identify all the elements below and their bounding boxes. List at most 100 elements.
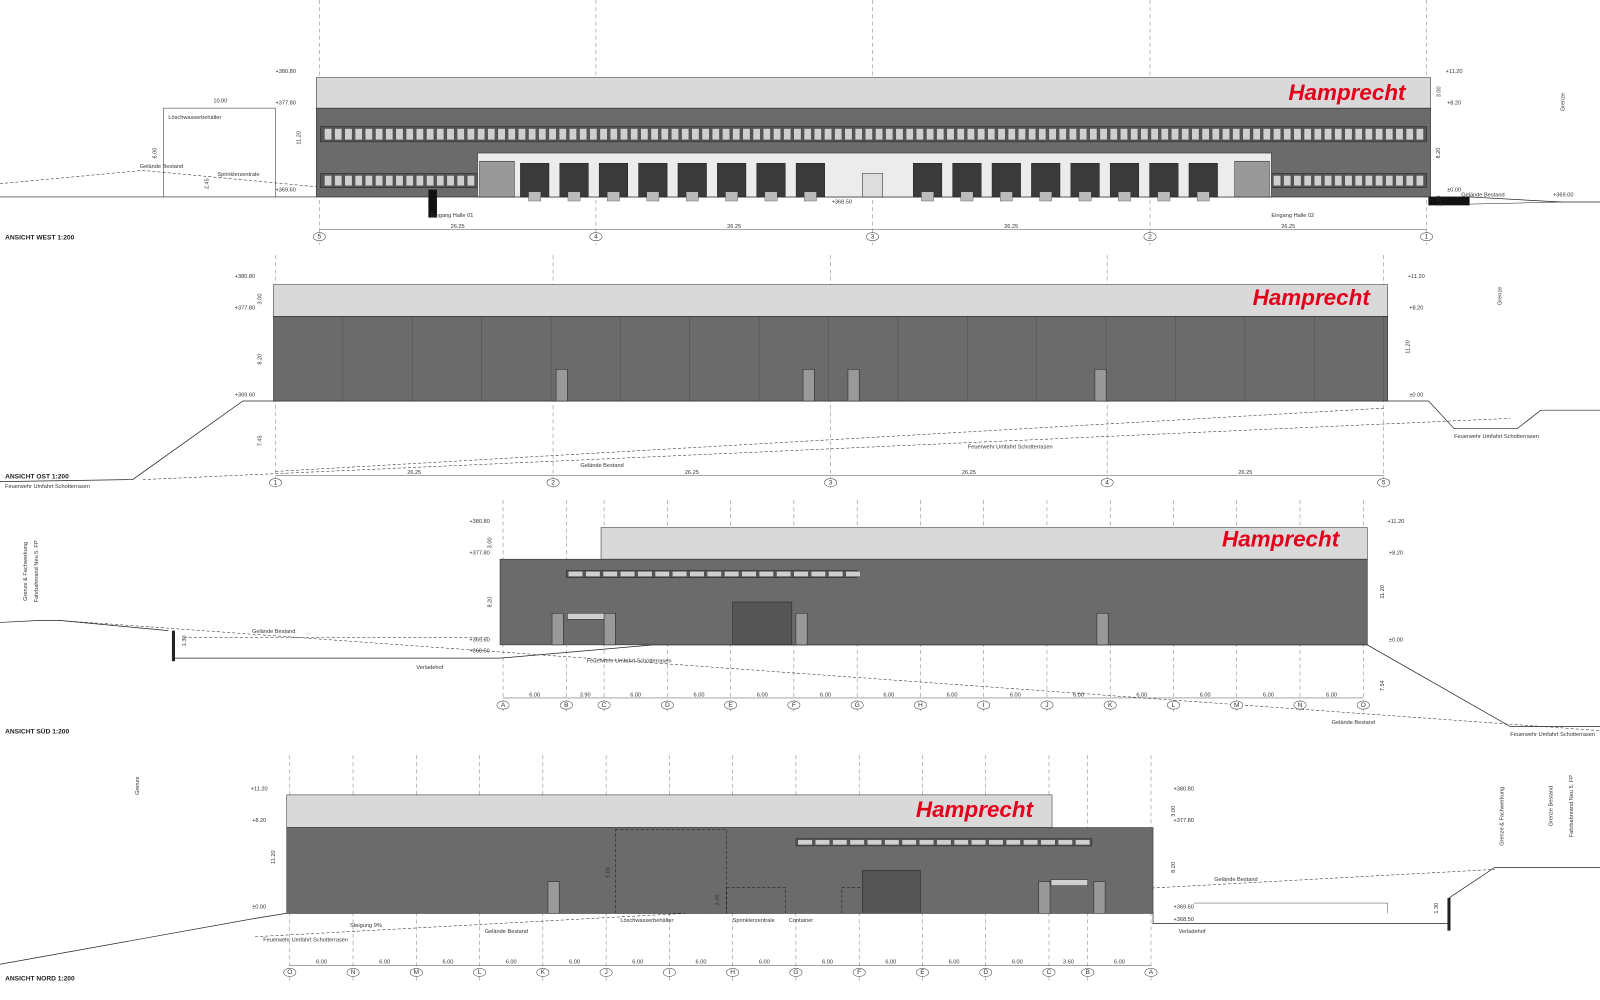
window	[365, 128, 373, 140]
axis-label: G	[855, 702, 860, 709]
axis-bubble	[850, 700, 864, 710]
window	[1416, 175, 1424, 186]
window	[1181, 128, 1189, 140]
window	[324, 128, 332, 140]
annotation: Gelände Bestand	[252, 629, 295, 635]
annotation: Gelände Bestand	[140, 164, 183, 170]
annotation: Fahrbahnrand Neu 5. FP	[34, 540, 40, 602]
axis-label: L	[1172, 702, 1176, 709]
window	[832, 839, 848, 845]
dimension-label: 6.00	[1010, 692, 1021, 698]
brand-logo: Hamprecht	[916, 797, 1035, 822]
window	[1099, 128, 1108, 140]
annotation: +377.80	[275, 101, 295, 107]
window	[406, 128, 414, 140]
axis-label: O	[1361, 702, 1366, 709]
annotation: Feuerwehr Umfahrt Schotterrasen	[263, 937, 348, 943]
axis-label: N	[351, 969, 356, 976]
window	[1283, 175, 1291, 186]
window	[987, 128, 995, 140]
annotation: ±0.00	[1447, 187, 1461, 193]
dimension-label: 6.00	[632, 960, 643, 966]
window	[759, 571, 774, 577]
window	[906, 128, 914, 140]
axis-label: H	[730, 969, 735, 976]
axis-bubble	[977, 700, 991, 710]
window	[742, 128, 751, 140]
dimension-label: 6.00	[883, 692, 894, 698]
window	[763, 128, 771, 140]
axis-label: 4	[1105, 479, 1109, 486]
window	[845, 571, 861, 577]
axis-label: F	[857, 969, 861, 976]
annotation: Gelände Bestand	[485, 929, 528, 935]
existing-terrain	[255, 869, 1495, 937]
annotation: 11.20	[271, 850, 277, 864]
annotation: Grenze	[1561, 93, 1567, 111]
window	[776, 571, 791, 577]
window	[1191, 128, 1200, 140]
window	[650, 128, 659, 140]
window	[997, 128, 1006, 140]
window	[867, 839, 882, 845]
door	[1093, 881, 1106, 914]
door	[551, 613, 564, 646]
window	[1006, 839, 1021, 845]
window	[834, 128, 842, 140]
window	[395, 175, 404, 186]
annotation: Gelände Bestand	[1214, 877, 1257, 883]
axis-bubble	[866, 232, 879, 242]
axis-bubble	[589, 232, 603, 242]
window	[559, 128, 567, 140]
window	[1263, 128, 1271, 140]
window	[375, 175, 383, 186]
window	[895, 128, 904, 140]
dock-door	[913, 163, 943, 198]
window	[497, 128, 506, 140]
axis-label: A	[501, 702, 506, 709]
window	[585, 571, 601, 577]
axis-bubble	[1103, 700, 1117, 710]
window	[957, 128, 965, 140]
axis-label: A	[1149, 969, 1154, 976]
annotation: Grenze & Fachwerkung	[1500, 787, 1506, 846]
axis-label: I	[668, 969, 670, 976]
window	[1283, 128, 1291, 140]
dimension-label: 6.00	[1136, 692, 1147, 698]
ground-line	[0, 620, 169, 631]
dock-ramp	[921, 191, 934, 202]
window	[1406, 175, 1414, 186]
window	[824, 128, 832, 140]
axis-bubble	[789, 968, 803, 977]
window	[1344, 128, 1353, 140]
dimension-label: 6.00	[316, 960, 327, 966]
window	[773, 128, 781, 140]
annotation: Feuerwehr Umfahrt Schotterrasen	[587, 659, 672, 665]
annotation: Fahrbahnrand Neu 5. FP	[1569, 775, 1575, 837]
axis-label: C	[602, 702, 607, 709]
window	[865, 128, 873, 140]
axis-bubble	[724, 700, 737, 710]
window	[1344, 175, 1353, 186]
window	[467, 128, 475, 140]
window	[901, 839, 917, 845]
window	[1140, 128, 1149, 140]
window	[375, 128, 383, 140]
dimension-label: 6.00	[822, 960, 833, 966]
dimension-label: 6.00	[1114, 960, 1125, 966]
annotation: Sprinklerzentrale	[217, 172, 259, 178]
window	[467, 175, 475, 186]
dimension-label: 3.90	[580, 692, 591, 698]
annotation: Grenze & Fachwerkung	[23, 542, 29, 601]
window	[436, 128, 444, 140]
window	[637, 571, 653, 577]
window	[1069, 128, 1077, 140]
dock-door	[795, 163, 825, 198]
axis-bubble	[1377, 478, 1391, 487]
dock-ramp	[1078, 191, 1092, 202]
window	[395, 128, 404, 140]
annotation: Grenze	[135, 777, 141, 795]
window-strip	[320, 126, 1427, 143]
window	[630, 128, 638, 140]
dimension-label: 6.00	[694, 692, 705, 698]
